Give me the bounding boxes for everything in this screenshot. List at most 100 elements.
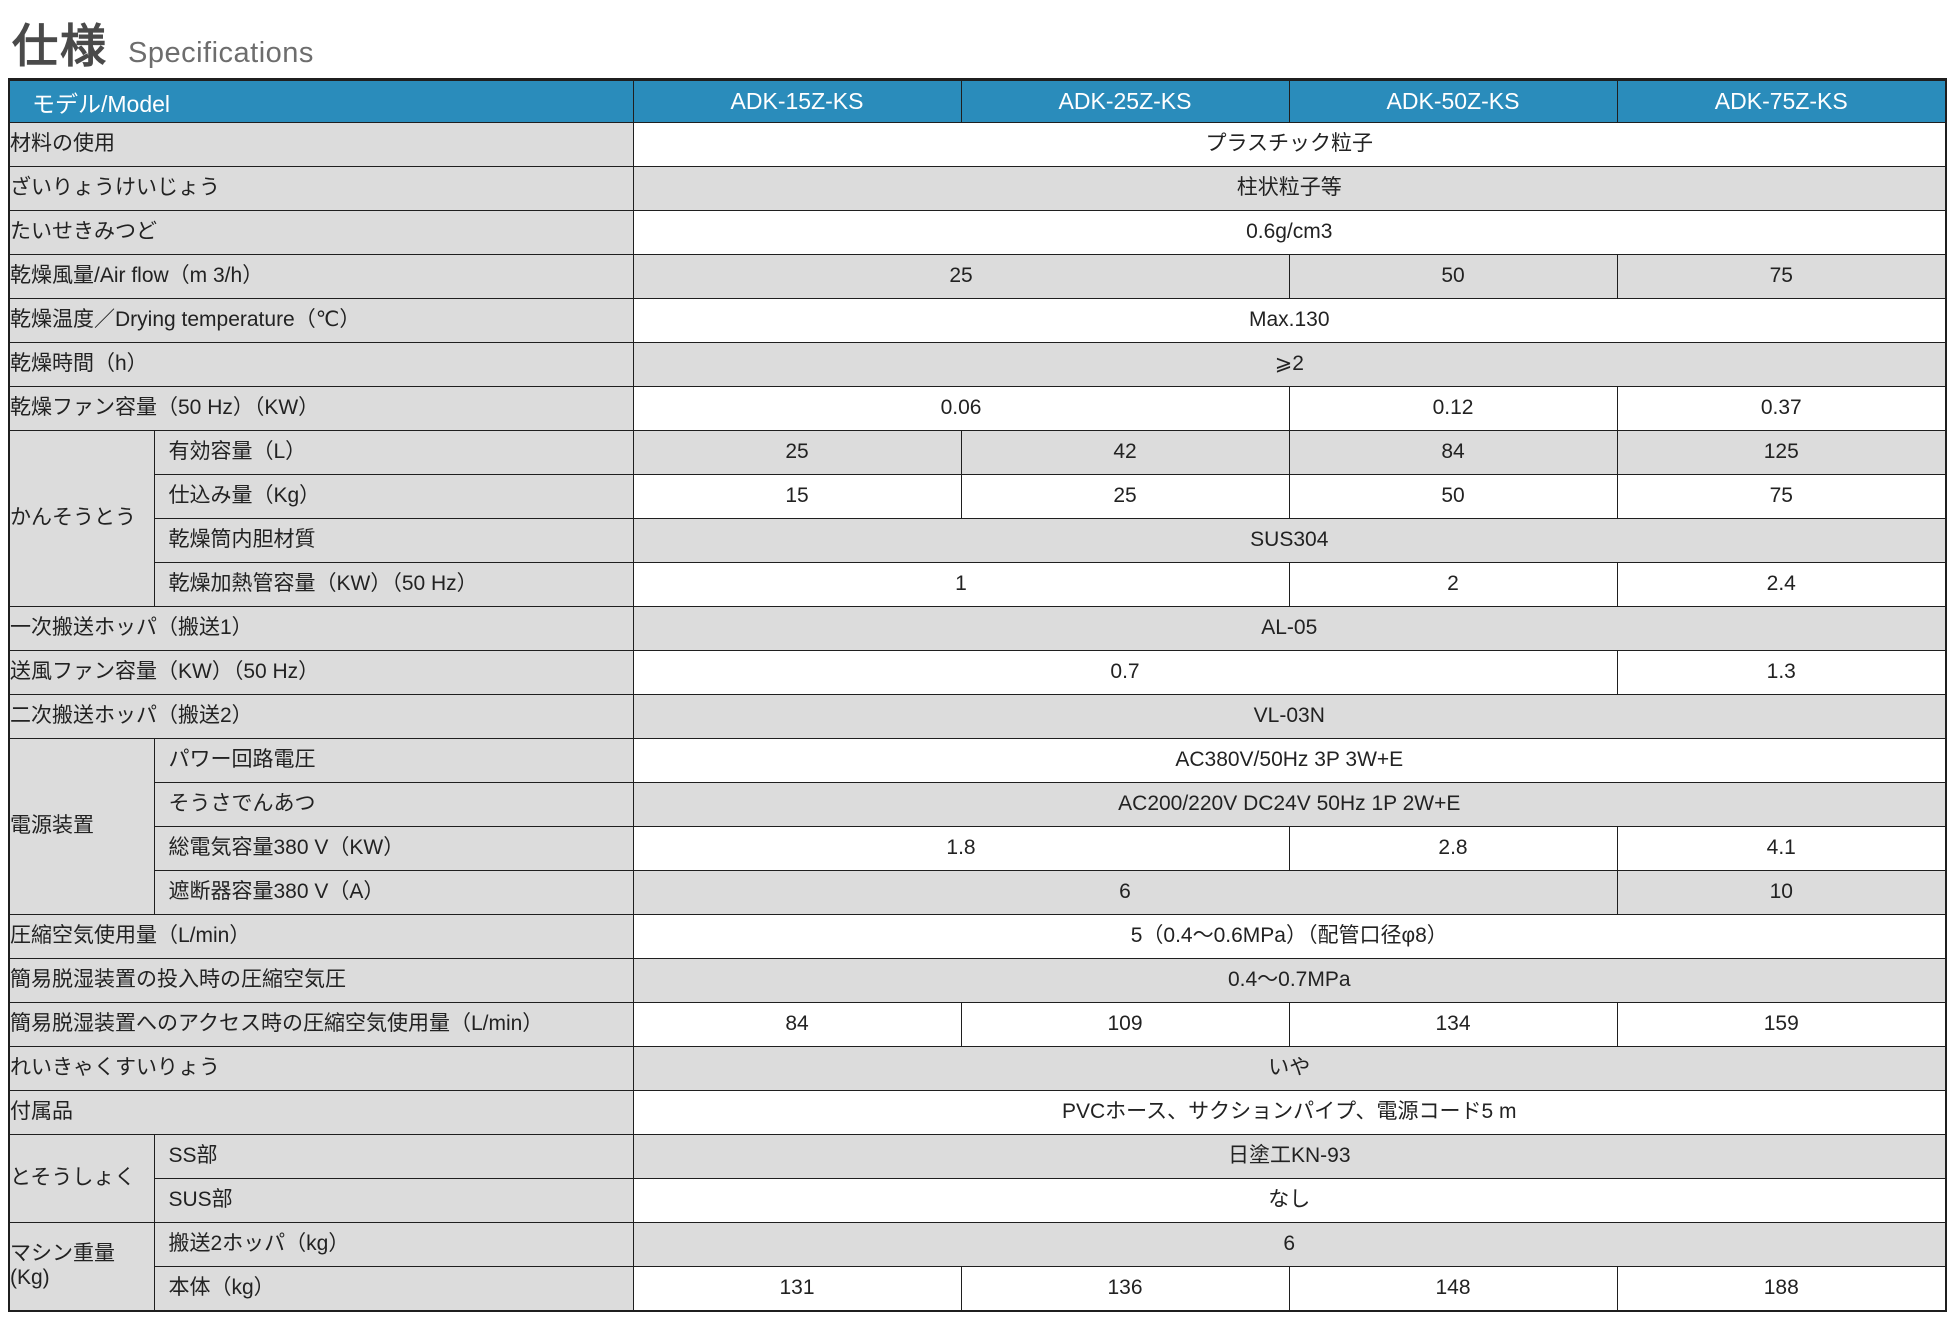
column-header-adk-50z-ks: ADK-50Z-KS (1288, 79, 1618, 123)
value-cell: ⩾2 (632, 342, 1947, 387)
value-cell: 42 (960, 430, 1290, 475)
value-cell: 25 (632, 430, 962, 475)
value-cell: 0.4〜0.7MPa (632, 958, 1947, 1003)
table-row: 付属品 PVCホース、サクションパイプ、電源コード5 m (8, 1090, 1947, 1135)
value-cell: 25 (632, 254, 1290, 299)
value-cell: 15 (632, 474, 962, 519)
row-label: 仕込み量（Kg） (153, 474, 634, 519)
row-label: 簡易脱湿装置の投入時の圧縮空気圧 (8, 958, 634, 1003)
row-label: 乾燥時間（h） (8, 342, 634, 387)
table-row: 乾燥筒内胆材質 SUS304 (9, 518, 1947, 563)
value-cell: Max.130 (632, 298, 1947, 343)
row-label: 総電気容量380 V（KW） (153, 826, 634, 871)
table-row: かんそうとう 有効容量（L） 25 42 84 125 (8, 430, 1947, 607)
table-row: SUS部 なし (9, 1178, 1947, 1223)
row-label: パワー回路電圧 (153, 738, 634, 783)
table-row: 遮断器容量380 V（A） 6 10 (9, 870, 1947, 915)
row-label: 圧縮空気使用量（L/min） (8, 914, 634, 959)
row-label: 乾燥温度／Drying temperature（℃） (8, 298, 634, 343)
value-cell: 84 (632, 1002, 962, 1047)
table-row: 送風ファン容量（KW）（50 Hz） 0.7 1.3 (8, 650, 1947, 695)
table-row: 一次搬送ホッパ（搬送1） AL-05 (8, 606, 1947, 651)
table-header: モデル/Model ADK-15Z-KS ADK-25Z-KS ADK-50Z-KS… (8, 79, 1947, 123)
table-row: 本体（kg） 131 136 148 188 (9, 1266, 1947, 1311)
value-cell: SUS304 (632, 518, 1947, 563)
value-cell: 10 (1616, 870, 1947, 915)
value-cell: 75 (1616, 474, 1947, 519)
column-header-model: モデル/Model (8, 79, 634, 123)
group-label: マシン重量 (Kg) (8, 1222, 155, 1311)
value-cell: 125 (1616, 430, 1947, 475)
value-cell: 1 (632, 562, 1290, 607)
column-header-adk-75z-ks: ADK-75Z-KS (1616, 79, 1947, 123)
table-row: 乾燥風量/Air flow（m 3/h） 25 50 75 (8, 254, 1947, 299)
value-cell: 50 (1288, 474, 1618, 519)
table-row: 圧縮空気使用量（L/min） 5（0.4〜0.6MPa）（配管口径φ8） (8, 914, 1947, 959)
value-cell: 109 (960, 1002, 1290, 1047)
table-row: 簡易脱湿装置の投入時の圧縮空気圧 0.4〜0.7MPa (8, 958, 1947, 1003)
value-cell: 1.8 (632, 826, 1290, 871)
table-row: 仕込み量（Kg） 15 25 50 75 (9, 474, 1947, 519)
row-label: たいせきみつど (8, 210, 634, 255)
value-cell: 0.7 (632, 650, 1618, 695)
value-cell: 0.06 (632, 386, 1290, 431)
table-row: 簡易脱湿装置へのアクセス時の圧縮空気使用量（L/min） 84 109 134 159 (8, 1002, 1947, 1047)
value-cell: VL-03N (632, 694, 1947, 739)
table-row: とそうしょく SS部 日塗工KN-93 (8, 1134, 1947, 1223)
row-label: ざいりょうけいじょう (8, 166, 634, 211)
value-cell: 50 (1288, 254, 1618, 299)
row-label: 乾燥風量/Air flow（m 3/h） (8, 254, 634, 299)
value-cell: 2.4 (1616, 562, 1947, 607)
value-cell: なし (632, 1178, 1947, 1223)
column-header-adk-25z-ks: ADK-25Z-KS (960, 79, 1290, 123)
row-label: れいきゃくすいりょう (8, 1046, 634, 1091)
value-cell: 75 (1616, 254, 1947, 299)
row-label: 乾燥ファン容量（50 Hz）（KW） (8, 386, 634, 431)
row-label: 材料の使用 (8, 122, 634, 167)
row-label: 簡易脱湿装置へのアクセス時の圧縮空気使用量（L/min） (8, 1002, 634, 1047)
table-row: マシン重量 (Kg) 搬送2ホッパ（kg） 6 (8, 1222, 1947, 1311)
value-cell: AC380V/50Hz 3P 3W+E (632, 738, 1947, 783)
value-cell: 5（0.4〜0.6MPa）（配管口径φ8） (632, 914, 1947, 959)
value-cell: 188 (1616, 1266, 1947, 1311)
row-label: 有効容量（L） (153, 430, 634, 475)
table-row: そうさでんあつ AC200/220V DC24V 50Hz 1P 2W+E (9, 782, 1947, 827)
value-cell: AL-05 (632, 606, 1947, 651)
table-row: 乾燥時間（h） ⩾2 (8, 342, 1947, 387)
value-cell: 159 (1616, 1002, 1947, 1047)
table-row: 乾燥加熱管容量（KW）（50 Hz） 1 2 2.4 (9, 562, 1947, 607)
value-cell: 0.12 (1288, 386, 1618, 431)
row-label: 乾燥加熱管容量（KW）（50 Hz） (153, 562, 634, 607)
row-label: SUS部 (153, 1178, 634, 1223)
value-cell: 日塗工KN-93 (632, 1134, 1947, 1179)
value-cell: 84 (1288, 430, 1618, 475)
header-row: モデル/Model ADK-15Z-KS ADK-25Z-KS ADK-50Z-KS… (8, 79, 1947, 123)
group-label: とそうしょく (8, 1134, 155, 1223)
group-label: 電源装置 (8, 738, 155, 915)
value-cell: 2.8 (1288, 826, 1618, 871)
table-row: れいきゃくすいりょう いや (8, 1046, 1947, 1091)
column-header-adk-15z-ks: ADK-15Z-KS (632, 79, 962, 123)
table-row: 乾燥温度／Drying temperature（℃） Max.130 (8, 298, 1947, 343)
table-row: ざいりょうけいじょう 柱状粒子等 (8, 166, 1947, 211)
table-row: 電源装置 パワー回路電圧 AC380V/50Hz 3P 3W+E (8, 738, 1947, 915)
row-label: 搬送2ホッパ（kg） (153, 1222, 634, 1267)
value-cell: AC200/220V DC24V 50Hz 1P 2W+E (632, 782, 1947, 827)
value-cell: 25 (960, 474, 1290, 519)
value-cell: 4.1 (1616, 826, 1947, 871)
table-row: 総電気容量380 V（KW） 1.8 2.8 4.1 (9, 826, 1947, 871)
row-label: 送風ファン容量（KW）（50 Hz） (8, 650, 634, 695)
row-label: 乾燥筒内胆材質 (153, 518, 634, 563)
table-row: たいせきみつど 0.6g/cm3 (8, 210, 1947, 255)
page-title-jp: 仕様 (12, 20, 108, 72)
table-row: 材料の使用 プラスチック粒子 (8, 122, 1947, 167)
row-label: 遮断器容量380 V（A） (153, 870, 634, 915)
value-cell: 148 (1288, 1266, 1618, 1311)
value-cell: いや (632, 1046, 1947, 1091)
value-cell: 柱状粒子等 (632, 166, 1947, 211)
value-cell: PVCホース、サクションパイプ、電源コード5 m (632, 1090, 1947, 1135)
page-title-en: Specifications (128, 37, 314, 69)
value-cell: 2 (1288, 562, 1618, 607)
table-body: 材料の使用 プラスチック粒子 ざいりょうけいじょう 柱状粒子等 たいせきみつど 0.6g/… (8, 122, 1947, 1311)
table-row: 乾燥ファン容量（50 Hz）（KW） 0.06 0.12 0.37 (8, 386, 1947, 431)
